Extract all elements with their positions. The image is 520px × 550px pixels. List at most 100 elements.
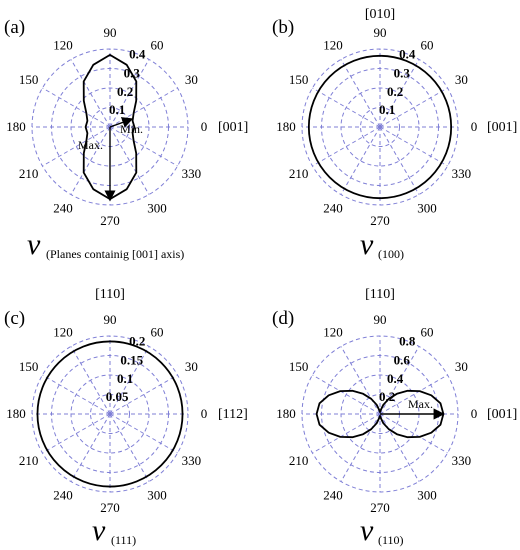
angular-gridline <box>70 413 111 482</box>
angle-tick-label: 240 <box>323 487 343 502</box>
angular-gridline <box>109 126 150 195</box>
radial-gridline <box>360 107 400 147</box>
angle-tick-label: 90 <box>104 312 117 327</box>
panel-label: (c) <box>4 308 25 329</box>
angle-tick-label: 60 <box>421 38 434 53</box>
angular-gridline <box>109 87 178 128</box>
min-arrow <box>109 117 134 128</box>
radial-tick-label: 0.15 <box>120 353 143 368</box>
angle-tick-label: 90 <box>104 25 117 40</box>
angular-gridline <box>379 126 420 195</box>
min-annotation: Min. <box>120 122 143 136</box>
angular-gridline <box>312 126 381 167</box>
angle-tick-label: 270 <box>100 213 120 228</box>
angular-gridline <box>109 126 178 167</box>
angle-tick-label: 330 <box>182 166 202 181</box>
angle-tick-label: 120 <box>323 325 343 340</box>
radial-tick-label: 0.1 <box>379 102 395 117</box>
angle-tick-label: 150 <box>289 72 309 87</box>
direction-label-top: [110] <box>95 287 125 302</box>
direction-label-top: [110] <box>365 287 395 302</box>
max-annotation: Max. <box>408 397 433 411</box>
angle-tick-label: 300 <box>417 200 437 215</box>
angular-gridline <box>379 59 420 128</box>
radial-tick-label: 0.4 <box>129 47 146 62</box>
radial-tick-label: 0.2 <box>379 389 395 404</box>
poisson-symbol: ν <box>360 514 374 547</box>
radial-tick-label: 0.1 <box>109 102 125 117</box>
angle-tick-label: 180 <box>6 406 26 421</box>
angular-gridline <box>42 374 111 415</box>
angle-tick-label: 0 <box>201 119 208 134</box>
angle-tick-label: 150 <box>289 359 309 374</box>
angle-tick-label: 60 <box>151 325 164 340</box>
data-curve <box>82 54 138 200</box>
angle-tick-label: 240 <box>53 200 73 215</box>
symbol-subscript: (100) <box>378 247 404 261</box>
angle-tick-label: 30 <box>185 359 198 374</box>
symbol-subscript: (110) <box>378 533 404 547</box>
radial-tick-label: 0.4 <box>399 47 416 62</box>
radial-gridline <box>90 394 130 434</box>
direction-label-right: [001] <box>487 120 517 135</box>
angular-gridline <box>312 87 381 128</box>
direction-label-top: [010] <box>365 7 395 22</box>
angle-tick-label: 90 <box>374 25 387 40</box>
angular-gridline <box>109 413 178 454</box>
angle-tick-label: 0 <box>471 119 478 134</box>
angle-tick-label: 210 <box>19 453 39 468</box>
angle-tick-label: 30 <box>455 72 468 87</box>
data-curve <box>36 340 184 488</box>
poisson-symbol: ν <box>92 514 106 547</box>
data-curve <box>315 389 445 439</box>
panel-label: (d) <box>272 308 294 329</box>
angular-gridline <box>70 126 111 195</box>
angle-tick-label: 330 <box>452 166 472 181</box>
poisson-symbol: ν <box>360 228 374 261</box>
angular-gridline <box>42 413 111 454</box>
radial-tick-label: 0.8 <box>399 334 416 349</box>
panel-label: (a) <box>4 17 25 38</box>
angle-tick-label: 120 <box>323 38 343 53</box>
angle-tick-label: 330 <box>452 453 472 468</box>
angle-tick-label: 240 <box>53 487 73 502</box>
data-curve <box>307 54 453 200</box>
angular-gridline <box>379 413 420 482</box>
max-annotation: Max. <box>78 138 103 152</box>
angular-gridline <box>109 413 150 482</box>
angular-gridline <box>379 413 448 454</box>
angle-tick-label: 270 <box>370 213 390 228</box>
angle-tick-label: 240 <box>323 200 343 215</box>
angle-tick-label: 300 <box>147 200 167 215</box>
angle-tick-label: 30 <box>455 359 468 374</box>
angle-tick-label: 120 <box>53 325 73 340</box>
angle-tick-label: 180 <box>276 119 296 134</box>
angular-gridline <box>379 346 420 415</box>
angular-gridline <box>312 413 381 454</box>
angular-gridline <box>340 346 381 415</box>
angle-tick-label: 150 <box>19 72 39 87</box>
angle-tick-label: 270 <box>100 500 120 515</box>
polar-panel-3: (c) 0 30 60 90 120 150 180 210 240 270 300 330 0.05 0.… <box>4 287 248 547</box>
direction-label-right: [001] <box>487 407 517 422</box>
angle-tick-label: 270 <box>370 500 390 515</box>
direction-label-right: [112] <box>218 407 248 422</box>
angle-tick-label: 210 <box>19 166 39 181</box>
angle-tick-label: 60 <box>151 38 164 53</box>
angular-gridline <box>109 374 178 415</box>
angular-gridline <box>42 87 111 128</box>
angular-gridline <box>109 346 150 415</box>
polar-panel-1: (a) 0 30 60 90 120 150 180 210 240 270 300 330 0.1 0.2… <box>4 17 248 261</box>
angle-tick-label: 0 <box>201 406 208 421</box>
symbol-subscript: (111) <box>111 533 136 547</box>
angle-tick-label: 300 <box>417 487 437 502</box>
angular-gridline <box>379 374 448 415</box>
angular-gridline <box>109 59 150 128</box>
radial-tick-label: 0.3 <box>394 66 411 81</box>
angle-tick-label: 60 <box>421 325 434 340</box>
symbol-subscript: (Planes containig [001] axis) <box>46 247 184 261</box>
radial-tick-label: 0.05 <box>106 389 129 404</box>
angle-tick-label: 180 <box>276 406 296 421</box>
angular-gridline <box>70 59 111 128</box>
